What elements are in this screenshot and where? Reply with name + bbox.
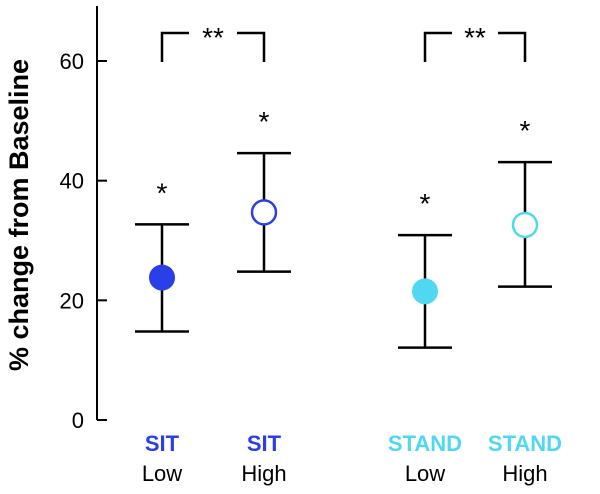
y-tick-label: 20 [60, 288, 84, 313]
bracket: ** [160, 22, 266, 62]
condition-label: STAND [488, 431, 562, 456]
data-point-stand-high: * [498, 115, 552, 288]
level-label: High [241, 461, 286, 486]
y-tick-label: 0 [72, 408, 84, 433]
condition-label: STAND [388, 431, 462, 456]
y-ticks: 0 20 40 60 [60, 49, 107, 433]
bracket-left-arm [423, 31, 452, 62]
significance-star: * [157, 177, 168, 208]
level-label: High [502, 461, 547, 486]
mean-marker-filled [149, 264, 175, 291]
bracket-right-arm [498, 31, 527, 62]
significance-star: * [420, 188, 431, 219]
bracket: ** [423, 22, 527, 62]
significance-brackets: ** ** [160, 22, 527, 62]
mean-marker-open [250, 199, 278, 226]
mean-marker-open [511, 211, 539, 239]
level-label: Low [405, 461, 445, 486]
data-point-stand-low: * [398, 188, 452, 349]
significance-star: * [520, 115, 531, 146]
data-point-sit-low: * [135, 177, 189, 333]
significance-star: * [259, 106, 270, 137]
bracket-right-arm [237, 31, 266, 62]
bracket-left-arm [160, 31, 189, 62]
x-category-labels: SIT Low SIT High STAND Low STAND High [142, 431, 562, 486]
y-axis-label: % change from Baseline [4, 59, 34, 371]
bracket-label: ** [464, 22, 486, 53]
level-label: Low [142, 461, 182, 486]
y-tick-label: 60 [60, 49, 84, 74]
y-tick-label: 40 [60, 169, 84, 194]
bracket-label: ** [202, 22, 224, 53]
mean-marker-filled [412, 278, 438, 305]
condition-label: SIT [247, 431, 282, 456]
data-layer: * * * * [135, 106, 552, 349]
data-point-sit-high: * [237, 106, 291, 273]
condition-label: SIT [145, 431, 180, 456]
